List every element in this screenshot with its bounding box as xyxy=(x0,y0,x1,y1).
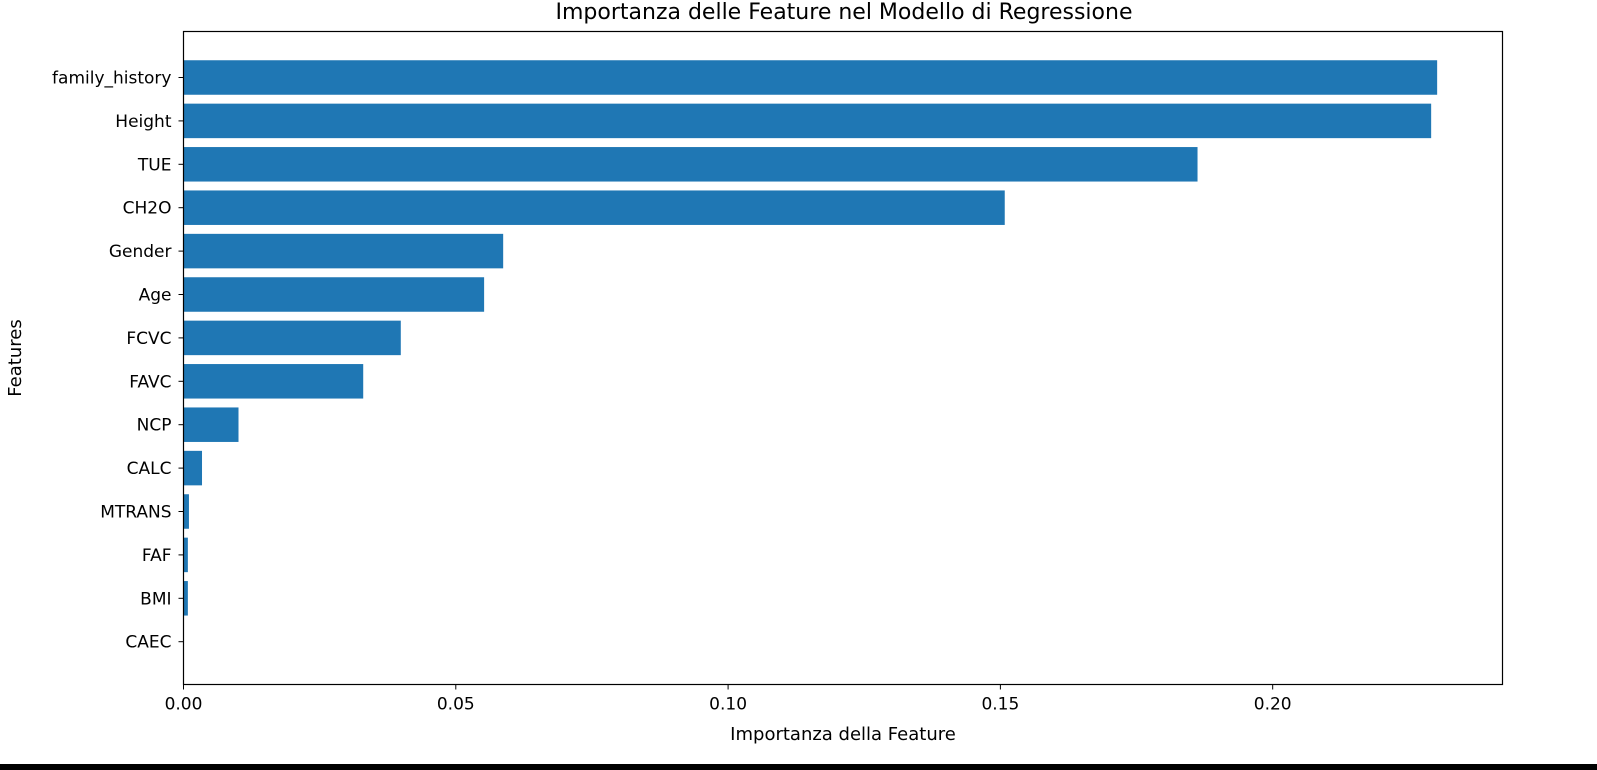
bars-group xyxy=(183,60,1438,616)
y-tick-label: Gender xyxy=(109,242,172,262)
bar-TUE xyxy=(183,147,1198,182)
y-tick-label: MTRANS xyxy=(100,503,171,523)
bar-NCP xyxy=(183,407,239,442)
bar-family_history xyxy=(183,60,1438,95)
y-tick-label: family_history xyxy=(52,69,171,89)
bar-Age xyxy=(183,277,485,312)
y-tick-label: FAF xyxy=(142,546,172,566)
bar-FAVC xyxy=(183,364,364,399)
y-tick-label: TUE xyxy=(137,155,172,175)
x-tick-label: 0.15 xyxy=(981,695,1019,715)
chart-title: Importanza delle Feature nel Modello di … xyxy=(556,0,1133,25)
y-tick-label: FAVC xyxy=(129,372,171,392)
bar-Height xyxy=(183,103,1432,139)
bar-Gender xyxy=(183,233,504,269)
x-axis-label: Importanza della Feature xyxy=(730,724,956,745)
y-tick-label: BMI xyxy=(140,589,171,609)
bottom-border xyxy=(0,764,1597,770)
y-tick-label: NCP xyxy=(137,416,172,436)
bar-CH2O xyxy=(183,190,1005,225)
x-tick-label: 0.20 xyxy=(1254,695,1292,715)
y-tick-label: CALC xyxy=(127,459,172,479)
y-tick-label: Height xyxy=(115,112,172,132)
bar-MTRANS xyxy=(183,494,189,529)
x-axis-ticks: 0.00 0.05 0.10 0.15 0.20 xyxy=(165,684,1292,715)
y-tick-label: FCVC xyxy=(126,329,171,349)
plot-frame xyxy=(182,30,1504,686)
y-axis-label: Features xyxy=(5,319,26,396)
y-tick-label: CAEC xyxy=(125,633,171,653)
bar-FAF xyxy=(183,537,188,573)
y-axis-ticks: family_history Height TUE CH2O Gender Age FCVC… xyxy=(52,69,184,653)
bar-FCVC xyxy=(183,320,401,356)
bar-BMI xyxy=(183,581,188,616)
bar-CALC xyxy=(183,450,203,486)
x-tick-label: 0.10 xyxy=(709,695,747,715)
x-tick-label: 0.05 xyxy=(437,695,475,715)
y-tick-label: Age xyxy=(139,286,172,306)
y-tick-label: CH2O xyxy=(123,199,172,219)
x-tick-label: 0.00 xyxy=(165,695,203,715)
